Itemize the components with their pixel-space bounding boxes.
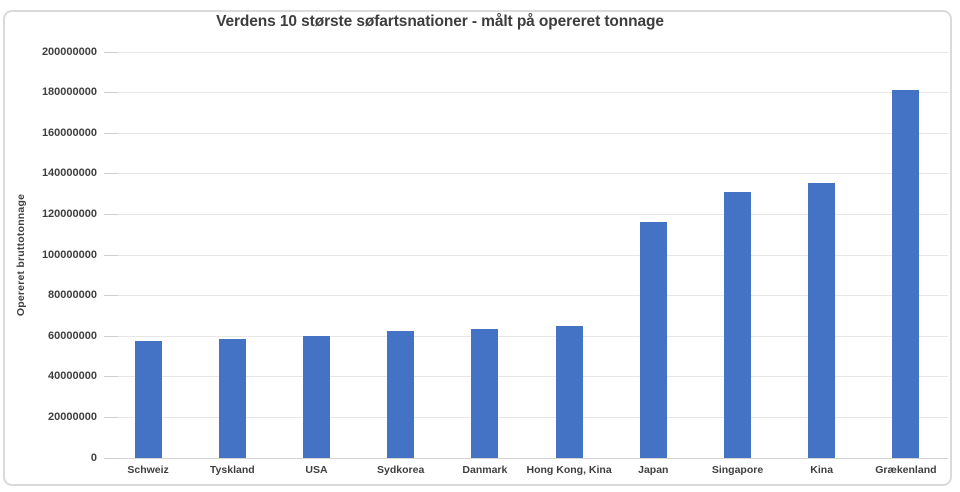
y-tick-label: 0 — [90, 451, 97, 464]
x-category-label: Grækenland — [875, 464, 937, 476]
bar-tyskland — [218, 339, 246, 458]
y-tick-label: 100000000 — [41, 248, 97, 261]
gridline — [106, 335, 948, 337]
gridline — [106, 416, 948, 418]
y-tick-label: 160000000 — [41, 126, 97, 139]
gridline — [106, 213, 948, 215]
y-axis-tick-mark — [104, 295, 118, 297]
y-axis-tick-mark — [104, 457, 118, 459]
x-axis-line — [106, 457, 948, 459]
x-category-label: Japan — [638, 464, 669, 476]
x-category-label: Singapore — [711, 464, 764, 476]
bar-sydkorea — [387, 331, 415, 458]
gridline — [106, 295, 948, 297]
x-category-label: Kina — [810, 464, 834, 476]
bar-kina — [808, 182, 836, 458]
y-tick-label: 120000000 — [41, 207, 97, 220]
bar-danmark — [471, 329, 499, 458]
bar-hong-kong-kina — [555, 326, 583, 458]
bar-japan — [639, 221, 667, 458]
y-tick-label: 60000000 — [48, 329, 97, 342]
y-tick-label: 140000000 — [41, 167, 97, 180]
y-tick-label: 80000000 — [48, 289, 97, 302]
bar-schweiz — [134, 341, 162, 458]
y-axis-tick-mark — [104, 213, 118, 215]
x-category-label: Hong Kong, Kina — [526, 464, 612, 476]
gridline — [106, 376, 948, 378]
y-axis-tick-mark — [104, 173, 118, 175]
x-category-label: Schweiz — [127, 464, 169, 476]
x-category-label: Sydkorea — [377, 464, 425, 476]
gridline — [106, 92, 948, 94]
y-axis-tick-mark — [104, 132, 118, 134]
bar-singapore — [724, 192, 751, 458]
y-axis-tick-mark — [104, 376, 118, 378]
gridline — [106, 132, 948, 134]
x-category-label: Danmark — [462, 464, 508, 476]
y-tick-label: 180000000 — [41, 86, 97, 99]
x-category-label: Tyskland — [209, 464, 255, 476]
gridline — [106, 51, 948, 53]
x-category-label: USA — [305, 464, 328, 476]
bar-grækenland — [892, 89, 920, 458]
y-axis-tick-mark — [104, 416, 118, 418]
y-tick-label: 40000000 — [48, 370, 97, 383]
y-axis-tick-mark — [104, 254, 118, 256]
y-tick-label: 200000000 — [41, 45, 97, 58]
y-axis-tick-mark — [104, 335, 118, 337]
gridline — [106, 254, 948, 256]
y-axis-tick-mark — [104, 51, 118, 53]
y-axis-tick-mark — [104, 92, 118, 94]
chart-title: Verdens 10 største søfartsnationer - mål… — [216, 13, 664, 30]
bar-usa — [303, 336, 330, 458]
gridline — [106, 173, 948, 175]
y-tick-label: 20000000 — [48, 410, 97, 423]
